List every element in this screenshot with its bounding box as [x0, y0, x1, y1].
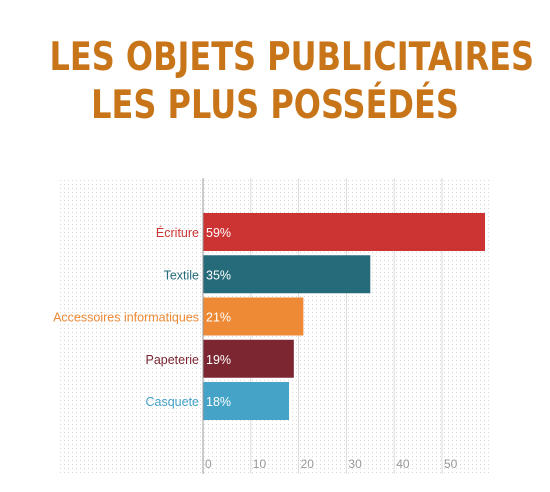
- x-tick-label: 10: [253, 457, 267, 471]
- x-tick-label: 40: [396, 457, 410, 471]
- bar: [203, 255, 371, 294]
- chart-value-labels: 59% 35% 21% 19% 18%: [206, 226, 231, 409]
- category-label: Accessoires informatiques: [53, 311, 199, 325]
- bar-value-label: 18%: [206, 395, 231, 409]
- x-tick-label: 0: [205, 457, 212, 471]
- chart-x-tick-labels: 0 10 20 30 40 50: [205, 457, 458, 471]
- bar: [203, 339, 294, 378]
- category-label: Casquete: [145, 395, 199, 409]
- x-tick-label: 20: [301, 457, 315, 471]
- bar-value-label: 21%: [206, 311, 231, 325]
- bar-value-label: 59%: [206, 226, 231, 240]
- chart-title-line-2: LES PLUS POSSÉDÉS: [91, 83, 459, 128]
- chart-title: LES OBJETS PUBLICITAIRES LES PLUS POSSÉD…: [0, 34, 550, 130]
- bar: [203, 297, 304, 336]
- bar-value-label: 19%: [206, 353, 231, 367]
- x-tick-label: 50: [444, 457, 458, 471]
- bar-value-label: 35%: [206, 268, 231, 282]
- chart-title-line-1: LES OBJETS PUBLICITAIRES: [49, 35, 535, 80]
- x-tick-label: 30: [348, 457, 362, 471]
- category-label: Écriture: [156, 225, 199, 240]
- chart-category-labels: Écriture Textile Accessoires informatiques…: [53, 225, 199, 409]
- bar: [203, 382, 290, 420]
- category-label: Papeterie: [145, 353, 199, 367]
- bar: [203, 213, 486, 251]
- chart-bars: [203, 213, 486, 420]
- category-label: Textile: [164, 268, 199, 282]
